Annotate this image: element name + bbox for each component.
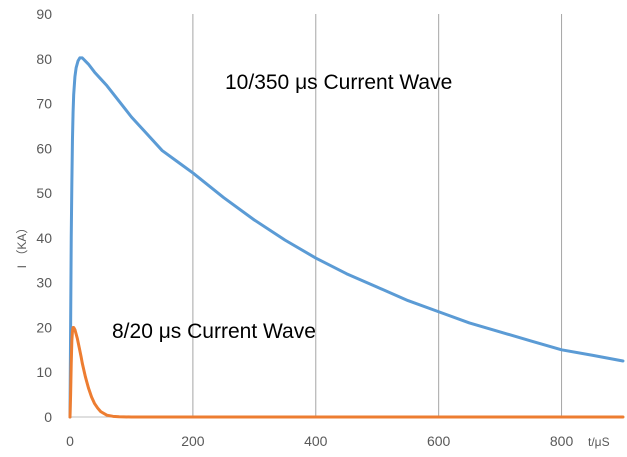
- y-tick-label: 30: [36, 275, 52, 291]
- x-tick-labels: 0 200 400 600 800: [66, 433, 573, 449]
- y-tick-label: 50: [36, 185, 52, 201]
- series-line-10-350: [68, 56, 625, 419]
- y-tick-label: 60: [36, 140, 52, 156]
- annotation-10-350-wave: 10/350 μs Current Wave: [225, 71, 452, 94]
- y-tick-label: 20: [36, 319, 52, 335]
- series-line-8-20: [68, 325, 625, 419]
- annotation-8-20-wave: 8/20 μs Current Wave: [112, 320, 316, 343]
- y-tick-label: 70: [36, 96, 52, 112]
- x-tick-label: 0: [66, 433, 74, 449]
- y-axis-label: I （KA）: [15, 222, 29, 269]
- x-tick-label: 200: [181, 433, 205, 449]
- series-layer: [68, 56, 625, 419]
- y-tick-label: 10: [36, 364, 52, 380]
- y-tick-label: 80: [36, 51, 52, 67]
- y-tick-labels: 0 10 20 30 40 50 60 70 80 90: [36, 6, 52, 425]
- x-tick-label: 400: [304, 433, 328, 449]
- y-tick-label: 40: [36, 230, 52, 246]
- y-tick-label: 0: [44, 409, 52, 425]
- y-tick-label: 90: [36, 6, 52, 22]
- x-tick-label: 600: [427, 433, 451, 449]
- x-tick-label: 800: [550, 433, 574, 449]
- x-axis-label: t/μS: [588, 435, 610, 449]
